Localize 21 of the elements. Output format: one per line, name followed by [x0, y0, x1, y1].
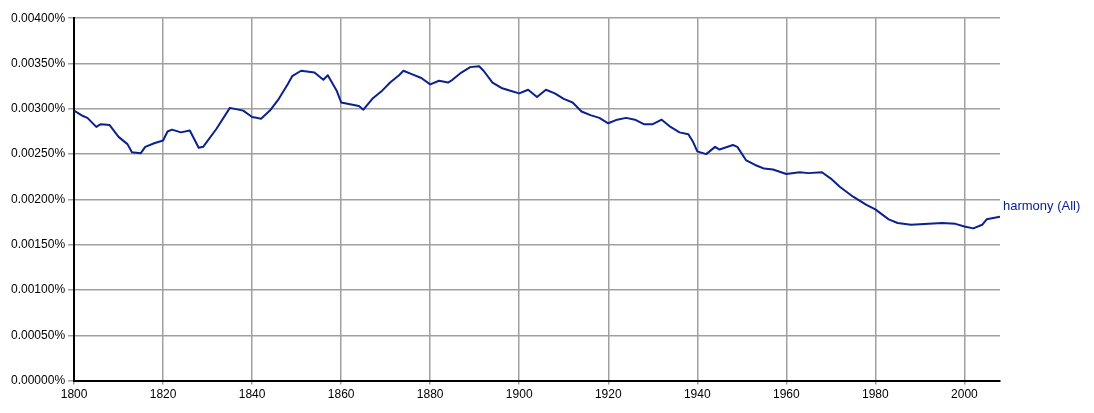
x-tick-label: 1940	[683, 387, 711, 402]
x-tick-label: 1920	[594, 387, 622, 402]
x-tick-label: 1880	[416, 387, 444, 402]
y-tick-label: 0.00300%	[11, 101, 66, 116]
x-tick-label: 1860	[327, 387, 355, 402]
x-tick-label: 1900	[505, 387, 533, 402]
y-tick-label: 0.00000%	[11, 372, 66, 387]
y-tick-label: 0.00400%	[11, 10, 66, 25]
x-tick-label: 1980	[862, 387, 890, 402]
x-tick-label: 1800	[60, 387, 88, 402]
x-tick-label: 2000	[951, 387, 979, 402]
y-tick-label: 0.00200%	[11, 191, 66, 206]
y-tick-label: 0.00250%	[11, 146, 66, 161]
y-tick-label: 0.00050%	[11, 327, 66, 342]
y-tick-label: 0.00100%	[11, 282, 66, 297]
x-tick-label: 1820	[149, 387, 177, 402]
series-label: harmony (All)	[1003, 198, 1081, 214]
y-tick-label: 0.00350%	[11, 55, 66, 70]
x-tick-label: 1840	[238, 387, 266, 402]
y-tick-label: 0.00150%	[11, 237, 66, 252]
x-tick-label: 1960	[772, 387, 800, 402]
